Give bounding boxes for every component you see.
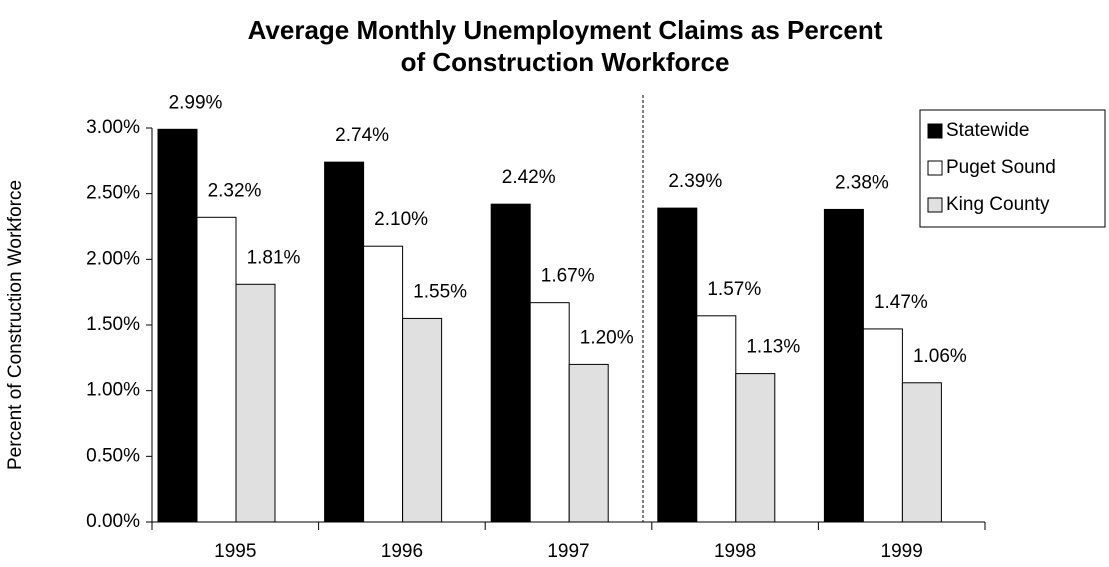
- y-tick-label: 1.00%: [86, 380, 140, 401]
- bar: [696, 315, 737, 523]
- y-tick-label: 2.50%: [86, 183, 140, 204]
- bar: [235, 283, 276, 523]
- y-tick-label: 0.00%: [86, 511, 140, 532]
- bar: [157, 128, 198, 523]
- y-tick-label: 0.50%: [86, 445, 140, 466]
- value-label: 2.10%: [374, 209, 428, 230]
- chart-title: Average Monthly Unemployment Claims as P…: [248, 15, 883, 45]
- value-label: 1.13%: [746, 337, 800, 358]
- bar: [657, 207, 698, 523]
- legend-box: [919, 109, 1106, 228]
- value-label: 2.42%: [502, 167, 556, 188]
- bar: [402, 317, 443, 523]
- bar: [196, 216, 237, 523]
- value-label: 2.99%: [169, 92, 223, 113]
- legend-label: King County: [946, 194, 1050, 215]
- value-label: 2.74%: [335, 125, 389, 146]
- bar: [862, 328, 903, 523]
- legend-swatch: [927, 160, 943, 176]
- y-tick-label: 3.00%: [86, 117, 140, 138]
- x-tick-label: 1995: [214, 541, 256, 562]
- bar: [823, 208, 864, 523]
- legend-label: Statewide: [946, 120, 1029, 141]
- x-tick-label: 1999: [881, 541, 923, 562]
- y-tick-label: 1.50%: [86, 314, 140, 335]
- value-label: 1.67%: [541, 266, 595, 287]
- value-label: 1.06%: [913, 346, 967, 367]
- value-label: 1.81%: [247, 247, 301, 268]
- bar: [529, 302, 570, 523]
- bar: [735, 373, 776, 523]
- bar: [568, 363, 609, 523]
- value-label: 1.55%: [413, 281, 467, 302]
- value-label: 2.32%: [208, 180, 262, 201]
- bar: [901, 382, 942, 523]
- bar: [363, 245, 404, 523]
- value-label: 2.38%: [835, 172, 889, 193]
- y-axis-label: Percent of Construction Workforce: [5, 180, 26, 470]
- bar: [490, 203, 531, 523]
- x-tick-label: 1998: [714, 541, 756, 562]
- legend-swatch: [927, 123, 943, 139]
- x-tick-label: 1997: [547, 541, 589, 562]
- value-label: 2.39%: [668, 171, 722, 192]
- value-label: 1.20%: [580, 327, 634, 348]
- bar: [324, 161, 365, 523]
- x-tick-label: 1996: [381, 541, 423, 562]
- value-label: 1.47%: [874, 292, 928, 313]
- y-tick-label: 2.00%: [86, 248, 140, 269]
- chart-title: of Construction Workforce: [401, 47, 730, 77]
- legend-swatch: [927, 197, 943, 213]
- legend-label: Puget Sound: [946, 157, 1056, 178]
- value-label: 1.57%: [707, 279, 761, 300]
